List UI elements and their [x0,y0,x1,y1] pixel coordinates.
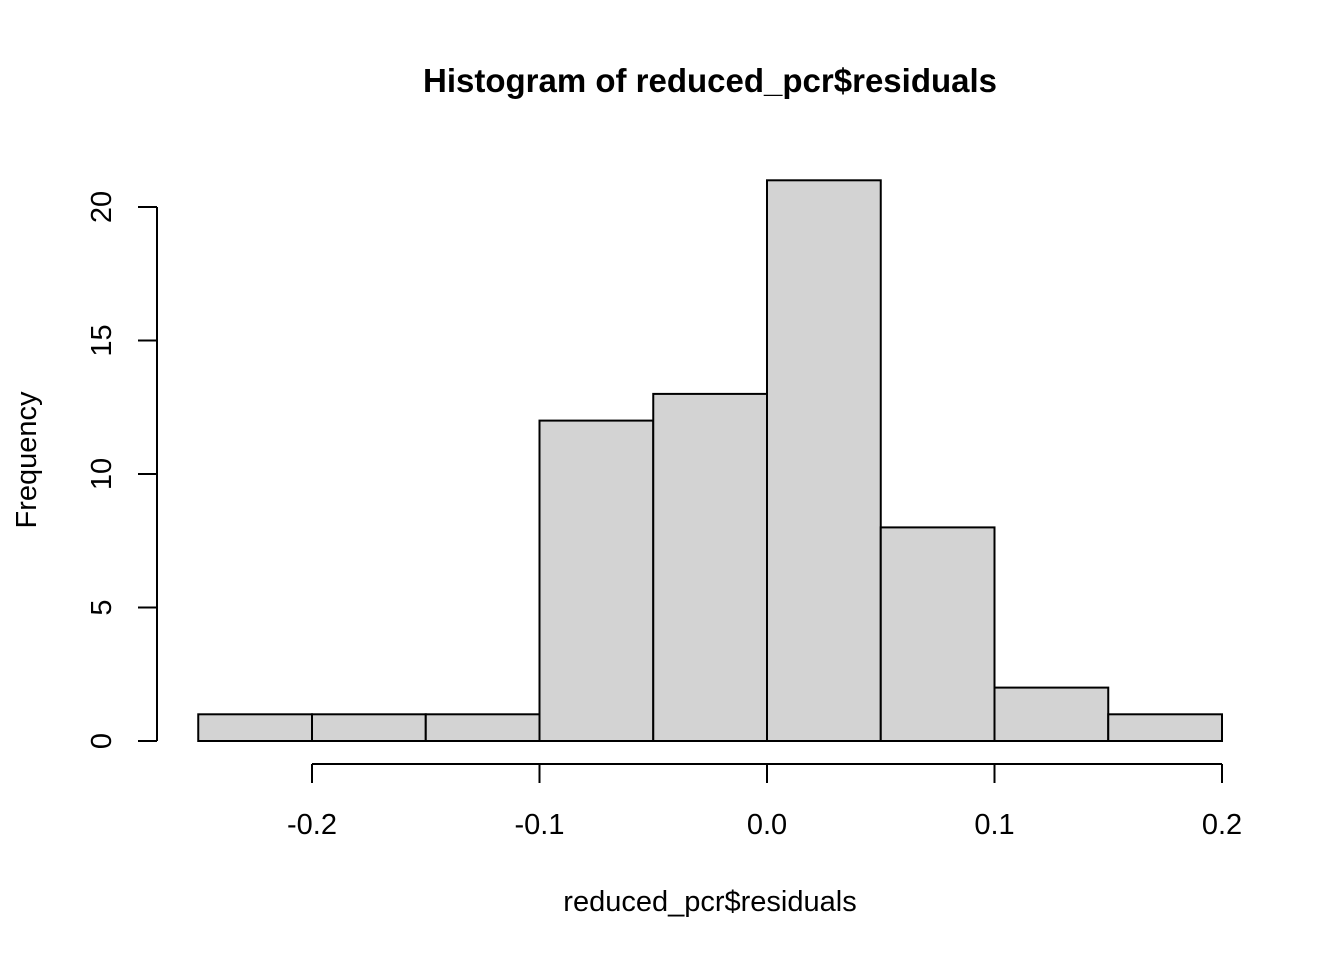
y-tick-label-3: 15 [86,324,118,356]
histogram-bar-6 [879,526,996,743]
x-tick-label-1: -0.1 [515,809,565,841]
histogram-bar-5 [766,179,882,743]
y-axis-label: Frequency [11,391,43,529]
x-tick-label-3: 0.1 [974,809,1014,841]
bars-group [197,179,1223,743]
x-tick-label-4: 0.2 [1202,809,1242,841]
y-tick-label-1: 5 [86,599,118,615]
histogram-bar-7 [993,686,1110,742]
y-tick-label-0: 0 [86,733,118,749]
y-tick-label-2: 10 [86,458,118,490]
histogram-bar-0 [197,713,313,742]
x-axis-label: reduced_pcr$residuals [563,886,856,918]
x-tick-label-0: -0.2 [287,809,337,841]
histogram-bar-1 [311,713,427,742]
x-axis: -0.2 -0.1 0.0 0.1 0.2 [287,763,1242,841]
x-tick-label-2: 0.0 [747,809,787,841]
chart-title: Histogram of reduced_pcr$residuals [423,62,997,99]
histogram-bar-8 [1107,713,1223,742]
y-axis: 0 5 10 15 20 [86,191,158,749]
y-tick-label-4: 20 [86,191,118,223]
histogram-bar-2 [424,713,541,742]
histogram-bar-3 [538,419,655,742]
histogram-bar-4 [652,392,768,742]
